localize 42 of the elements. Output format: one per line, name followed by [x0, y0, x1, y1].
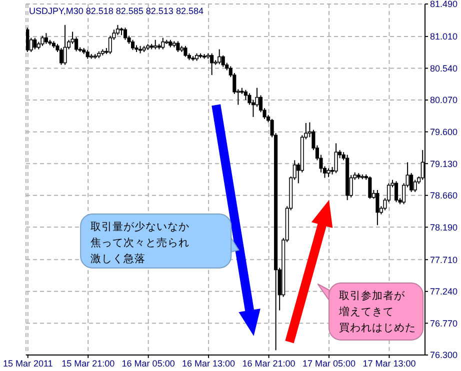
y-tick-label: 77.710 [430, 254, 458, 265]
candlestick [26, 27, 30, 53]
candlestick [154, 39, 158, 50]
chart-title: USDJPY,M30 82.518 82.585 82.513 82.584 [29, 6, 204, 16]
candlestick [116, 24, 120, 36]
y-tick-label: 77.240 [430, 286, 458, 297]
annotation: 取引参加者が増えてきて買われはじめた [338, 289, 416, 334]
candlestick [40, 35, 44, 46]
annotation: 取引量が少ないなか焦って次々と売られ激しく急落 [90, 220, 190, 265]
candlestick [33, 37, 37, 50]
x-tick-label: 16 Mar 21:00 [242, 358, 296, 368]
x-tick-label: 16 Mar 13:00 [182, 358, 236, 368]
y-tick-label: 78.190 [430, 222, 458, 232]
candlestick [218, 48, 222, 65]
y-tick-label: 76.770 [430, 318, 458, 328]
y-tick-label: 79.130 [430, 158, 458, 169]
x-tick-label: 17 Mar 05:00 [302, 358, 356, 368]
y-tick-label: 76.300 [430, 350, 458, 360]
candlestick [161, 37, 165, 50]
candlestick [334, 142, 338, 174]
candlestick [368, 176, 372, 200]
candlestick [376, 189, 380, 226]
candlestick [130, 39, 135, 50]
y-tick-label: 79.600 [430, 127, 458, 138]
y-tick-label: 78.660 [430, 190, 458, 201]
candlestick [244, 89, 248, 101]
candlestick [176, 40, 180, 53]
y-tick-label: 80.540 [430, 63, 458, 74]
y-tick-label: 80.070 [430, 95, 458, 106]
candlestick [44, 32, 48, 44]
y-tick-label: 81.010 [430, 32, 458, 42]
candlestick [63, 24, 67, 66]
x-tick-label: 15 Mar 21:00 [62, 358, 115, 368]
x-tick-label: 15 Mar 2011 [2, 358, 53, 368]
candlestick [394, 180, 398, 203]
x-tick-label: 16 Mar 05:00 [122, 358, 175, 368]
candlestick [123, 27, 128, 40]
x-tick-label: 17 Mar 13:00 [362, 358, 416, 368]
candlestick [59, 47, 64, 66]
candlestick [184, 45, 188, 58]
candlestick [210, 52, 214, 76]
y-tick-label: 81.490 [430, 0, 458, 10]
